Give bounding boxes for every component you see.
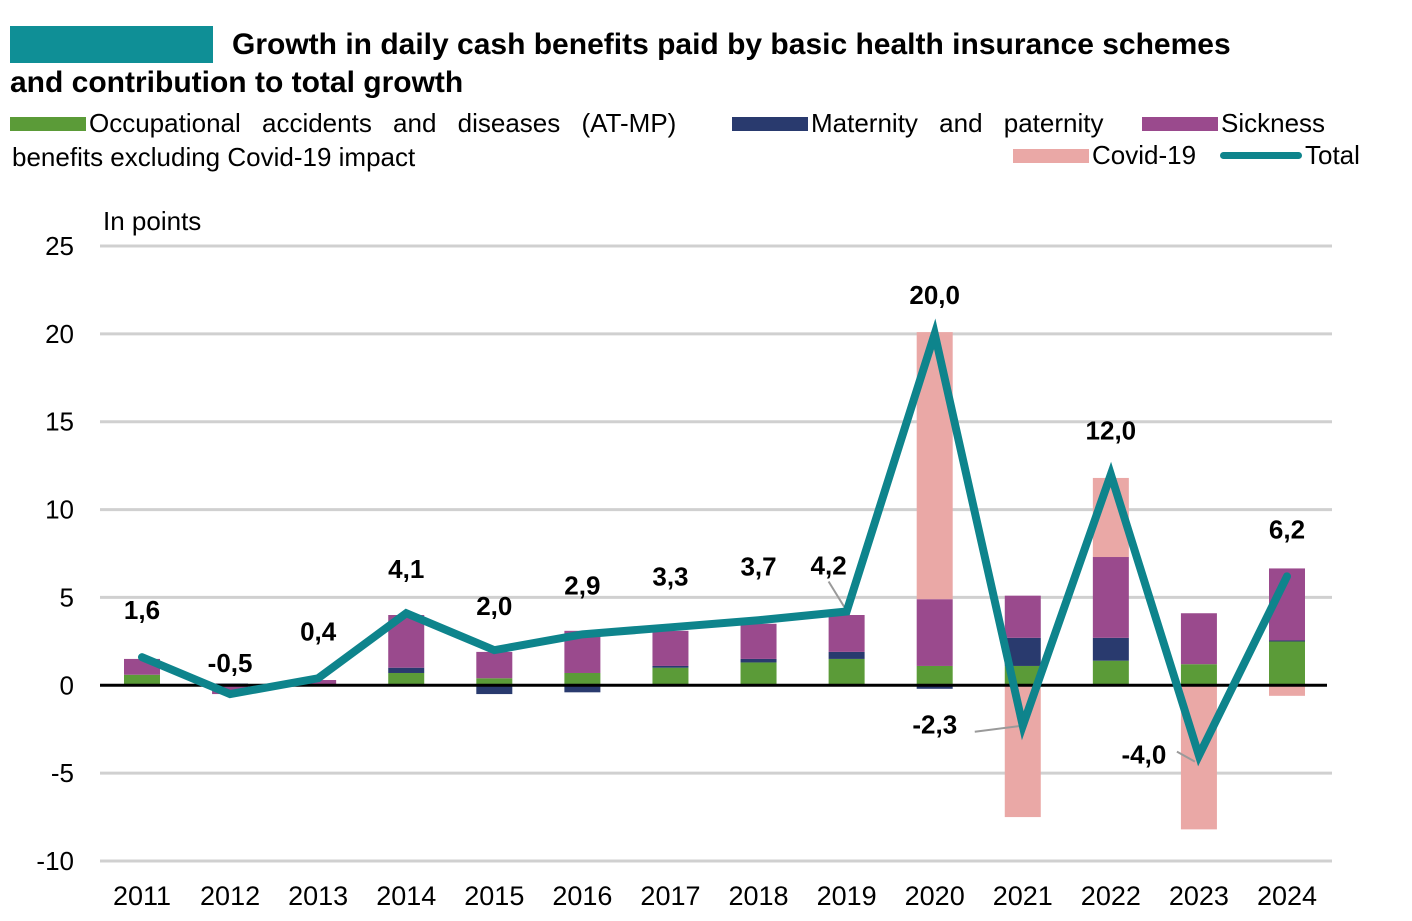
bar-segment-maternity — [828, 651, 865, 659]
legend-item-atmp: Occupational accidents and diseases (AT-… — [10, 108, 676, 139]
x-tick-label: 2024 — [1257, 881, 1317, 911]
y-tick-label: -10 — [36, 846, 74, 876]
y-tick-label: 5 — [60, 582, 74, 612]
bar-segment-sickness — [476, 651, 513, 679]
x-tick-label: 2015 — [464, 881, 524, 911]
legend-label-atmp: Occupational accidents and diseases (AT-… — [89, 108, 677, 138]
data-label: 0,4 — [300, 616, 337, 646]
legend-label-maternity: Maternity and paternity — [811, 108, 1104, 138]
data-label: -0,5 — [208, 648, 253, 678]
chart-title-line-1: Growth in daily cash benefits paid by ba… — [232, 28, 1231, 61]
x-tick-label: 2014 — [376, 881, 436, 911]
bar-segment-atmp — [476, 678, 513, 686]
x-tick-label: 2019 — [817, 881, 877, 911]
bar-segment-sickness — [916, 599, 953, 666]
x-tick-label: 2012 — [200, 881, 260, 911]
data-label: 20,0 — [909, 280, 960, 310]
legend-swatch-atmp — [10, 116, 86, 131]
legend-item-maternity: Maternity and paternity — [732, 108, 1103, 139]
legend-swatch-total — [1220, 152, 1302, 159]
bar-segment-sickness — [1004, 595, 1041, 638]
data-label: 2,0 — [476, 591, 512, 621]
total-series-line — [138, 318, 1291, 767]
legend-item-sickness-continuation: benefits excluding Covid-19 impact — [12, 142, 415, 173]
data-label: 6,2 — [1269, 514, 1305, 544]
data-label: 3,3 — [652, 561, 688, 591]
bar-segment-atmp — [916, 665, 953, 686]
x-tick-label: 2018 — [728, 881, 788, 911]
legend-label-sickness: Sickness — [1221, 108, 1326, 138]
legend-swatch-covid — [1013, 148, 1089, 163]
legend-swatch-sickness — [1142, 116, 1218, 131]
chart-legend: Occupational accidents and diseases (AT-… — [0, 108, 1412, 178]
bar-segment-maternity — [564, 685, 601, 693]
legend-label-sickness-continuation: benefits excluding Covid-19 impact — [12, 142, 416, 172]
x-tick-label: 2021 — [993, 881, 1053, 911]
bar-segment-sickness — [828, 615, 865, 652]
data-label: -2,3 — [912, 710, 957, 740]
bar-segment-maternity — [476, 685, 513, 695]
x-tick-label: 2017 — [640, 881, 700, 911]
bar-segment-maternity — [388, 667, 425, 673]
bar-segment-covid — [1269, 685, 1305, 696]
chart-title-line-2: and contribution to total growth — [10, 66, 464, 99]
x-tick-label: 2016 — [552, 881, 612, 911]
bar-segment-atmp — [564, 672, 601, 686]
data-label: 3,7 — [740, 551, 776, 581]
bar-segment-maternity — [652, 665, 689, 668]
bar-segment-atmp — [1180, 664, 1217, 686]
bar-segment-sickness — [300, 680, 337, 686]
label-leader-line — [974, 724, 1023, 733]
x-tick-label: 2013 — [288, 881, 348, 911]
data-label: 1,6 — [124, 595, 160, 625]
data-label: 4,1 — [388, 554, 424, 584]
bar-segment-maternity — [740, 658, 777, 663]
data-label: 12,0 — [1086, 415, 1137, 445]
data-label: 2,9 — [564, 570, 600, 600]
y-tick-label: 20 — [45, 319, 74, 349]
x-tick-label: 2020 — [905, 881, 965, 911]
bar-segment-atmp — [1092, 660, 1129, 686]
label-leader-line — [827, 580, 846, 609]
bar-segment-sickness — [652, 630, 689, 666]
legend-item-total: Total — [1220, 140, 1360, 171]
figure-badge — [10, 26, 213, 63]
data-label: 4,2 — [811, 550, 847, 580]
x-tick-label: 2011 — [113, 881, 171, 911]
bar-segment-sickness — [740, 623, 777, 659]
y-tick-label: -5 — [51, 758, 74, 788]
bar-segment-atmp — [388, 672, 425, 686]
bar-segment-sickness — [1180, 613, 1217, 665]
bar-segment-maternity — [1092, 637, 1129, 661]
bar-segment-atmp — [124, 674, 160, 686]
bar-segment-atmp — [740, 662, 777, 686]
bar-segment-atmp — [652, 667, 689, 686]
data-label: -4,0 — [1122, 740, 1167, 770]
label-leader-line — [1176, 750, 1196, 763]
x-tick-label: 2022 — [1081, 881, 1141, 911]
y-tick-label: 0 — [60, 670, 74, 700]
legend-label-covid: Covid-19 — [1092, 140, 1197, 170]
y-axis-label: In points — [103, 206, 201, 236]
x-tick-label: 2023 — [1169, 881, 1229, 911]
y-tick-label: 10 — [45, 495, 74, 525]
bar-segment-maternity — [1269, 640, 1305, 642]
bar-segment-maternity — [916, 685, 953, 689]
y-tick-label: 25 — [45, 231, 74, 261]
bar-segment-sickness — [1092, 557, 1129, 638]
legend-item-covid: Covid-19 — [1013, 140, 1196, 171]
bar-segment-covid — [1004, 685, 1041, 818]
legend-swatch-maternity — [732, 116, 808, 131]
bar-segment-atmp — [828, 658, 865, 686]
legend-label-total: Total — [1305, 140, 1360, 170]
bar-segment-sickness — [212, 685, 249, 695]
bar-segment-atmp — [1269, 641, 1305, 686]
legend-item-sickness: Sickness — [1142, 108, 1325, 139]
y-tick-label: 15 — [45, 407, 74, 437]
